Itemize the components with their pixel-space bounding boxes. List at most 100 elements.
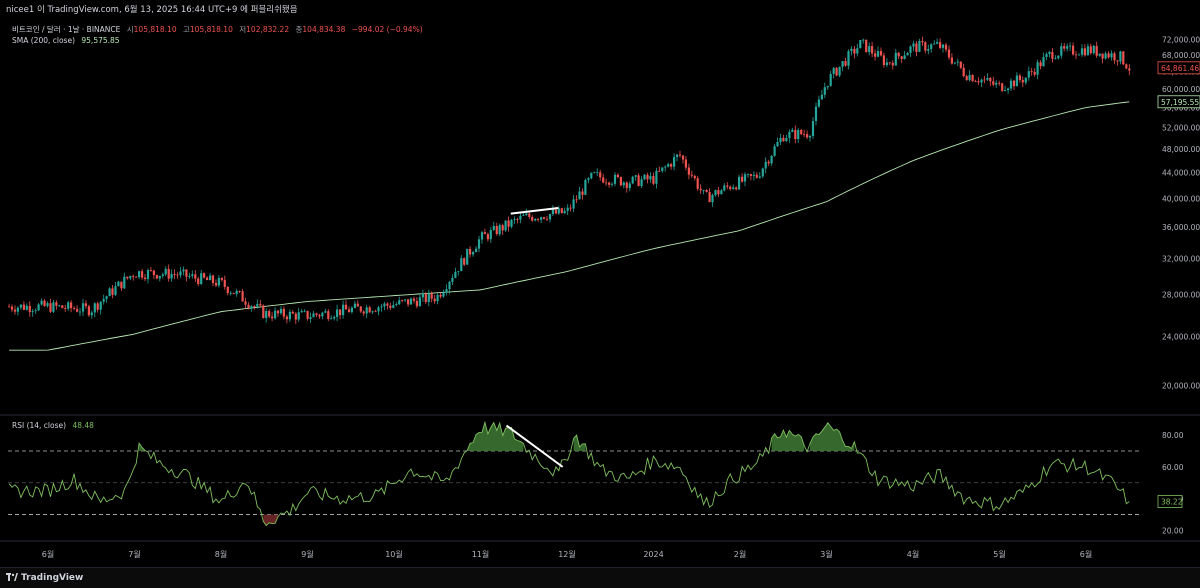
candle-body: [315, 313, 318, 315]
candle-body: [58, 305, 61, 307]
candle-body: [492, 226, 495, 230]
candle-body: [398, 300, 401, 305]
candle-body: [501, 225, 504, 231]
candle-body: [962, 67, 965, 77]
candle-body: [463, 258, 466, 265]
rsi-tick-label: 80.00: [1162, 431, 1184, 440]
candle-body: [670, 164, 673, 167]
candle-body: [1001, 83, 1004, 91]
candle-body: [374, 311, 377, 313]
candle-body: [950, 57, 953, 64]
candle-body: [241, 291, 244, 302]
candle-body: [814, 106, 818, 121]
candle-body: [472, 252, 475, 255]
candle-body: [862, 39, 865, 41]
candle-body: [401, 300, 404, 301]
candle-body: [1119, 51, 1122, 62]
candle-body: [211, 275, 215, 283]
candle-body: [853, 48, 856, 54]
tradingview-logo[interactable]: TradingView: [6, 573, 83, 583]
candle-body: [1036, 62, 1039, 75]
candle-body: [992, 81, 995, 85]
candle-body: [613, 174, 617, 184]
price-tick-label: 32,000.00: [1162, 255, 1200, 264]
candle-body: [149, 270, 152, 271]
candle-body: [921, 41, 924, 43]
candle-body: [297, 312, 300, 320]
candle-body: [811, 121, 815, 136]
candle-body: [652, 176, 655, 184]
price-axis[interactable]: 20,000.00 24,000.00 28,000.00 32,000.00 36,0…: [1162, 36, 1200, 391]
candle-body: [282, 308, 285, 317]
candle-body: [986, 78, 989, 80]
candle-body: [253, 306, 256, 307]
time-tick-label: 4월: [907, 549, 919, 559]
candle-body: [643, 174, 646, 180]
candle-body: [667, 164, 670, 167]
candle-body: [371, 311, 374, 313]
time-tick-label: 2월: [734, 549, 746, 559]
price-tick-label: 20,000.00: [1162, 382, 1200, 391]
price-tick-label: 68,000.00: [1162, 51, 1200, 60]
time-axis[interactable]: 6월 7월 8월 9월 10월 11월 12월 2024 2월 3월 4월 5월 6월: [42, 549, 1092, 559]
candle-body: [1086, 46, 1089, 56]
candle-body: [1024, 77, 1027, 83]
candle-body: [173, 274, 176, 275]
price-tick-label: 60,000.00: [1162, 85, 1200, 94]
candle-body: [995, 82, 998, 85]
candle-body: [687, 167, 690, 175]
candle-body: [386, 303, 389, 306]
candle-body: [1066, 46, 1069, 49]
candle-body: [888, 62, 891, 64]
candle-body: [525, 213, 528, 216]
sma-label: SMA (200, close): [12, 36, 75, 45]
candle-body: [1092, 45, 1095, 54]
candle-body: [927, 49, 930, 51]
candle-body: [936, 42, 939, 44]
candle-body: [776, 142, 779, 147]
candle-body: [37, 304, 40, 311]
price-tick-label: 52,000.00: [1162, 124, 1200, 133]
price-tick-label: 48,000.00: [1162, 145, 1200, 154]
candle-body: [93, 303, 96, 313]
candle-body: [625, 182, 628, 188]
candle-body: [690, 174, 693, 176]
candle-body: [78, 311, 82, 313]
candle-body: [702, 190, 705, 191]
candle-body: [312, 313, 315, 318]
candle-body: [1042, 57, 1045, 67]
rsi-trendline[interactable]: [505, 424, 564, 468]
sma-last-tag-box: [1157, 95, 1200, 109]
candle-body: [628, 183, 631, 188]
candle-body: [424, 293, 427, 302]
candle-body: [1122, 51, 1125, 65]
candle-body: [516, 219, 519, 220]
sma-line: [9, 101, 1130, 351]
candle-body: [176, 274, 179, 276]
candle-body: [276, 310, 280, 314]
candle-body: [64, 308, 67, 309]
candle-body: [743, 174, 747, 182]
candle-body: [874, 53, 877, 57]
footer-bar: TradingView: [0, 567, 1200, 588]
candle-body: [87, 306, 90, 316]
candle-body: [362, 311, 365, 314]
candle-body: [557, 208, 560, 214]
candle-body: [303, 310, 306, 312]
time-tick-label: 5월: [993, 549, 1005, 559]
candle-body: [96, 303, 99, 310]
candle-body: [179, 271, 182, 276]
candle-body: [773, 146, 776, 156]
price-tick-label: 44,000.00: [1162, 169, 1200, 178]
candle-body: [649, 176, 652, 180]
candle-body: [120, 281, 123, 289]
price-trendline[interactable]: [510, 206, 559, 215]
open-label: 시: [126, 25, 134, 34]
candle-body: [318, 314, 321, 317]
candle-body: [1063, 46, 1066, 49]
candle-body: [1113, 53, 1116, 61]
time-tick-label: 10월: [385, 549, 403, 559]
candle-body: [835, 68, 838, 76]
